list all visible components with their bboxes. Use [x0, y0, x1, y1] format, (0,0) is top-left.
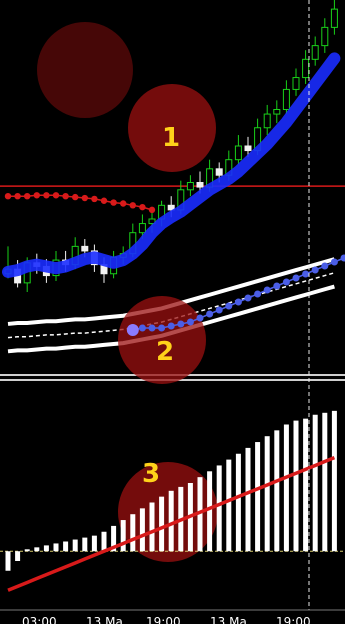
histogram-panel: 3: [0, 410, 345, 592]
histogram-bar: [139, 508, 145, 552]
blue-dot: [254, 290, 262, 298]
blue-dot: [206, 310, 214, 318]
highlight-circle-faint: [37, 22, 133, 118]
candle-body: [244, 145, 252, 152]
histogram-bar: [111, 525, 117, 552]
blue-dot: [186, 318, 194, 326]
candle-body: [148, 218, 156, 225]
histogram-bar: [226, 459, 232, 552]
histogram-bar: [43, 545, 49, 552]
histogram-bar: [34, 547, 40, 552]
blue-dot: [302, 270, 310, 278]
blue-dot: [273, 282, 281, 290]
blue-dot: [234, 298, 242, 306]
histogram-bar: [312, 414, 318, 552]
histogram-bar: [101, 531, 107, 552]
histogram-bar: [72, 539, 78, 552]
candle-body: [311, 45, 319, 60]
blue-dot: [215, 306, 223, 314]
histogram-bar: [216, 465, 222, 552]
blue-dot: [138, 324, 146, 332]
x-tick-label: 13 Ma: [210, 615, 247, 624]
histogram-bar: [331, 410, 337, 552]
blue-dot: [148, 324, 156, 332]
histogram-bar: [24, 549, 30, 552]
histogram-bar: [82, 537, 88, 552]
histogram-bar: [63, 541, 69, 552]
histogram-bar: [197, 477, 203, 552]
blue-dot: [263, 286, 271, 294]
blue-dot: [196, 314, 204, 322]
candle-body: [292, 77, 300, 90]
histogram-bar: [130, 514, 136, 552]
histogram-bar: [120, 520, 126, 552]
candle-body: [81, 245, 89, 252]
histogram-bar: [91, 535, 97, 552]
red-dots-line: [8, 194, 153, 211]
histogram-bar: [255, 442, 261, 552]
candle-body: [186, 182, 194, 191]
histogram-bar: [15, 551, 21, 561]
histogram-bar: [283, 424, 289, 552]
histogram-bar: [5, 551, 11, 571]
histogram-bar: [293, 420, 299, 552]
blue-dot: [244, 294, 252, 302]
histogram-bar: [322, 412, 328, 552]
histogram-bar: [149, 502, 155, 552]
histogram-bar: [264, 436, 270, 552]
candle-body: [234, 145, 242, 161]
marker-label-2: 2: [156, 337, 174, 367]
candle-body: [282, 88, 290, 111]
blue-dot: [282, 278, 290, 286]
candle-body: [330, 8, 338, 28]
moving-average-line: [2, 52, 341, 278]
histogram-signal-line: [7, 456, 336, 592]
blue-dot: [167, 322, 175, 330]
marker-label-1: 1: [162, 123, 180, 153]
candle-body: [167, 204, 175, 211]
histogram-bar: [168, 490, 174, 552]
histogram-bar: [53, 543, 59, 552]
x-axis: 03:00 13 Ma 19:00 13 Ma 19:00: [22, 615, 311, 624]
highlight-circle-1: [128, 84, 216, 172]
x-tick-label: 03:00: [22, 615, 57, 624]
candle-body: [321, 26, 329, 47]
candle-body: [196, 182, 204, 188]
blue-dot: [311, 266, 319, 274]
blue-dot: [340, 254, 345, 262]
histogram-bar: [303, 418, 309, 552]
candle-body: [138, 223, 146, 234]
blue-dot: [225, 302, 233, 310]
candle-body: [263, 113, 271, 129]
histogram-bar: [159, 496, 165, 552]
blue-dot: [330, 258, 338, 266]
blue-dot: [158, 324, 166, 332]
x-tick-label: 13 Ma: [86, 615, 123, 624]
candle-body: [215, 168, 223, 176]
candle-body: [273, 109, 281, 115]
x-tick-label: 19:00: [146, 615, 181, 624]
blue-dot: [292, 274, 300, 282]
histogram-bar: [274, 430, 280, 552]
price-panel: 1: [0, 0, 345, 354]
marker-label-3: 3: [142, 459, 160, 489]
highlight-circle-2: [118, 296, 206, 384]
histogram-bar: [235, 453, 241, 552]
histogram-bar: [207, 471, 213, 552]
x-tick-label: 19:00: [276, 615, 311, 624]
blue-dot: [321, 262, 329, 270]
blue-dot: [177, 320, 185, 328]
histogram-bar: [245, 447, 251, 552]
dots-panel: 2: [118, 254, 345, 384]
candle-body: [302, 58, 310, 79]
blue-dot: [126, 324, 139, 336]
